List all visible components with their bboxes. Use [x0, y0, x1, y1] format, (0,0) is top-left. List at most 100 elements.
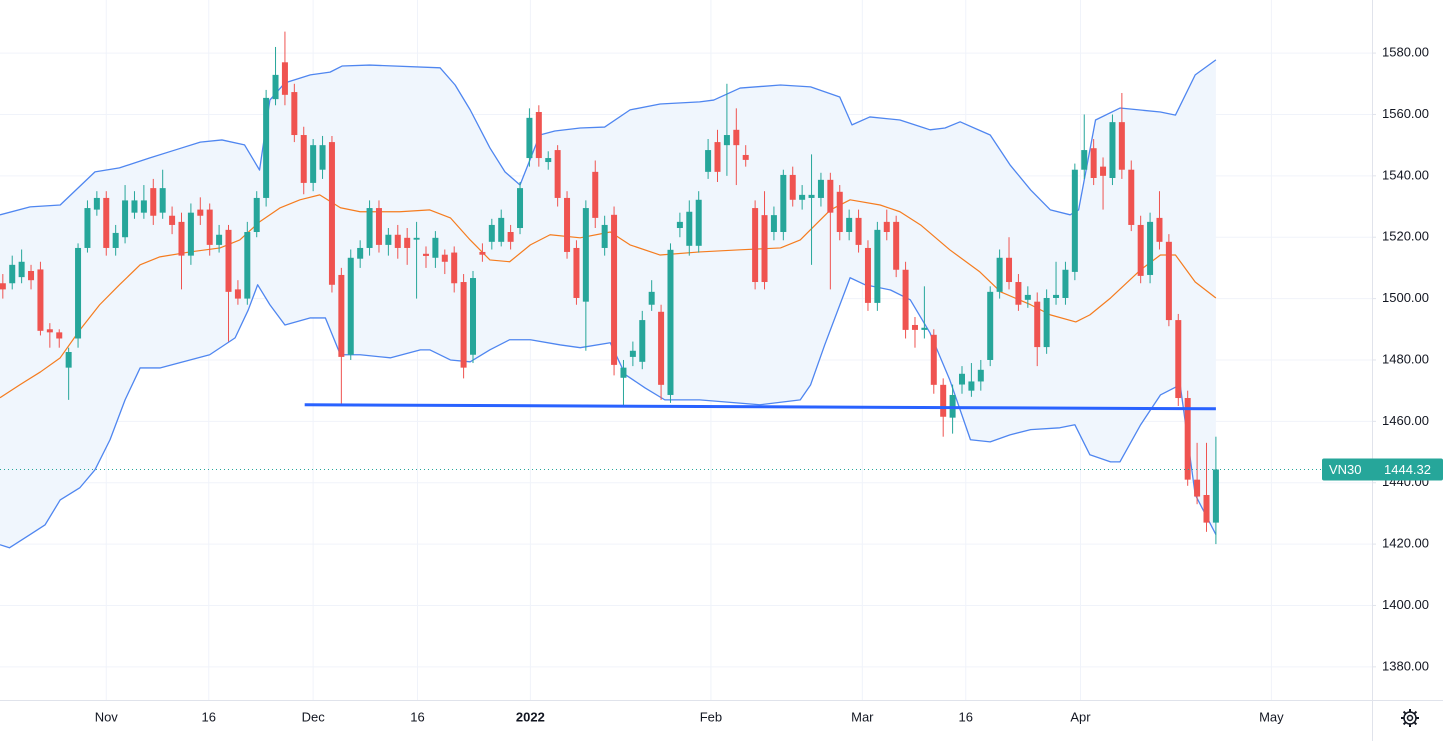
candle-body [470, 278, 477, 355]
x-tick-label: 16 [202, 709, 216, 724]
candle-body [263, 97, 270, 198]
candle-body [253, 197, 260, 233]
candle-body [883, 221, 890, 233]
y-tick-label: 1380.00 [1382, 658, 1429, 673]
x-tick-label: Apr [1070, 709, 1091, 724]
settings-icon[interactable] [1401, 709, 1419, 727]
candle-body [930, 334, 937, 385]
candle-body [761, 215, 768, 283]
candle-body [1184, 398, 1191, 480]
candle-body [667, 249, 674, 395]
candle-body [272, 74, 279, 100]
candle-body [940, 384, 947, 417]
candle-body [676, 221, 683, 229]
candle-body [601, 224, 608, 248]
candle-body [347, 257, 354, 355]
candle-body [488, 224, 495, 242]
candle-body [460, 282, 467, 368]
candle-body [517, 188, 524, 229]
candle-body [817, 179, 824, 198]
candle-body [206, 209, 213, 245]
y-tick-label: 1500.00 [1382, 290, 1429, 305]
candle-body [319, 145, 326, 170]
candle-body [1100, 166, 1107, 176]
x-tick-label: Nov [95, 709, 119, 724]
candle-body [846, 217, 853, 233]
candle-body [629, 350, 636, 357]
candle-body [46, 329, 53, 333]
last-price-box [1322, 458, 1443, 481]
candle-body [864, 247, 871, 303]
candle-body [1062, 269, 1069, 298]
candle-body [977, 369, 984, 382]
candle-body [1194, 479, 1201, 497]
candle-body [1006, 257, 1013, 283]
candle-body [564, 197, 571, 252]
lower-band [0, 277, 1217, 549]
candle-body [714, 142, 721, 172]
candle-body [958, 373, 965, 385]
candle-body [18, 261, 25, 278]
candle-body [375, 208, 382, 245]
candle-body [1156, 217, 1163, 242]
candle-body [422, 253, 429, 256]
candle-body [620, 367, 627, 378]
candle-body [197, 209, 204, 216]
candle-body [1109, 122, 1116, 178]
candle-body [1175, 320, 1182, 399]
x-tick-label: Feb [700, 709, 722, 724]
x-tick-label: Dec [302, 709, 326, 724]
x-tick-label: 2022 [516, 709, 545, 724]
candle-body [535, 112, 542, 159]
upper-band [0, 59, 1217, 216]
candle-body [1203, 495, 1210, 523]
candle-body [413, 237, 420, 240]
gear-teeth [1401, 709, 1419, 727]
candle-body [404, 237, 411, 248]
candle-body [244, 232, 251, 299]
candle-body [987, 291, 994, 360]
candle-body [451, 252, 458, 284]
candle-body [432, 237, 439, 258]
x-tick-label: 16 [959, 709, 973, 724]
candle-body [150, 188, 157, 216]
candle-body [752, 208, 759, 283]
candle-body [1024, 294, 1031, 300]
candle-body [611, 214, 618, 365]
candle-body [131, 200, 138, 213]
candle-body [187, 212, 194, 256]
candle-body [385, 234, 392, 245]
candle-body [893, 221, 900, 270]
candle-body [75, 247, 82, 339]
candle-body [1053, 294, 1060, 298]
candle-body [310, 145, 317, 183]
candle-body [357, 247, 364, 259]
series-name-label: VN30 [1329, 462, 1362, 477]
candle-body [582, 208, 589, 302]
candle-body [84, 208, 91, 248]
candle-body [1090, 148, 1097, 178]
y-tick-label: 1400.00 [1382, 597, 1429, 612]
last-price-label: 1444.32 [1384, 462, 1431, 477]
candle-body [723, 135, 730, 146]
y-tick-label: 1480.00 [1382, 351, 1429, 366]
candle-body [178, 221, 185, 256]
candle-body [1147, 221, 1154, 275]
candle-body [1165, 241, 1172, 321]
x-tick-label: 16 [410, 709, 424, 724]
candle-body [338, 274, 345, 357]
candle-body [216, 234, 223, 245]
candle-body [112, 232, 119, 248]
candle-body [686, 211, 693, 246]
candle-body [639, 320, 646, 362]
candle-body [996, 257, 1003, 292]
candle-body [479, 251, 486, 255]
candle-body [742, 154, 749, 160]
candle-body [225, 229, 232, 292]
candle-body [234, 289, 241, 299]
candle-body [65, 351, 72, 368]
candle-body [573, 247, 580, 298]
candle-body [808, 194, 815, 198]
candle-body [1212, 469, 1219, 523]
